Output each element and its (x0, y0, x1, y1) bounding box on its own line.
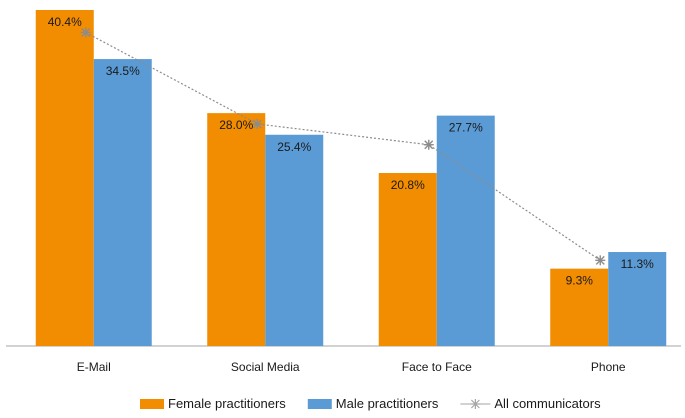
female-bar-0 (35, 10, 94, 346)
female-bar-label-0: 40.4% (48, 15, 82, 29)
legend-swatch-1 (307, 399, 332, 409)
all-communicators-line (85, 31, 601, 261)
male-bar-label-0: 34.5% (106, 64, 140, 78)
all-communicators-point-0 (80, 27, 91, 38)
legend-label-0: Female practitioners (168, 396, 286, 411)
legend-label-1: Male practitioners (336, 396, 439, 411)
category-label-3: Phone (591, 360, 626, 374)
legend-swatch-0 (140, 399, 164, 409)
all-communicators-point-3 (595, 255, 606, 266)
female-bar-2 (378, 173, 437, 346)
all-communicators-point-1 (252, 118, 263, 129)
female-bar-label-2: 20.8% (391, 178, 425, 192)
male-bar-label-3: 11.3% (621, 257, 654, 271)
female-bar-1 (207, 113, 266, 346)
legend-label-2: All communicators (494, 396, 601, 411)
all-communicators-point-2 (423, 139, 434, 150)
male-bar-2 (436, 115, 495, 346)
legend-swatch-2 (460, 399, 491, 409)
male-bar-0 (93, 59, 152, 346)
female-bar-3 (550, 268, 609, 346)
male-bar-label-1: 25.4% (277, 140, 311, 154)
category-label-0: E-Mail (77, 360, 111, 374)
category-label-2: Face to Face (402, 360, 472, 374)
female-bar-label-1: 28.0% (219, 118, 253, 132)
male-bar-1 (265, 134, 324, 346)
female-bar-label-3: 9.3% (566, 274, 594, 288)
male-bar-label-2: 27.7% (449, 121, 483, 135)
male-bar-3 (608, 252, 667, 346)
category-label-1: Social Media (231, 360, 300, 374)
